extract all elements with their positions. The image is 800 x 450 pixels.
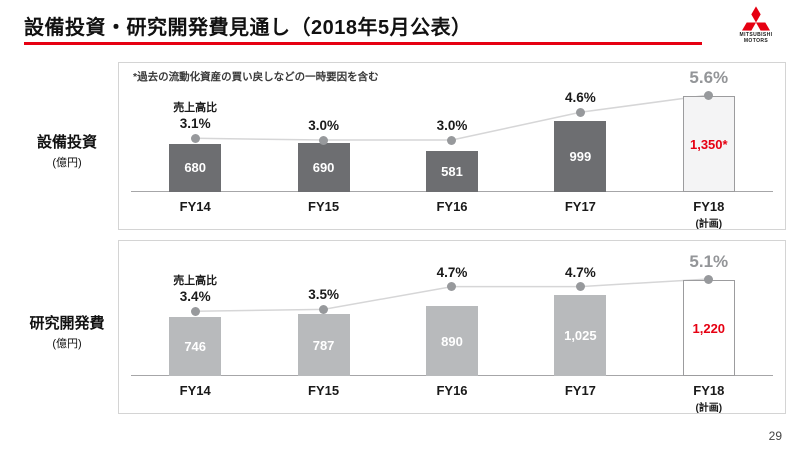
data-point-FY17 [575, 107, 585, 117]
percent-label-FY14: 3.4% [179, 289, 211, 305]
axis-label-FY17: FY17 [564, 383, 596, 398]
bar-FY16: 890 [425, 306, 478, 376]
rd-unit: (億円) [52, 338, 82, 350]
data-point-FY14 [190, 306, 200, 316]
mitsubishi-logo: MITSUBISHI MOTORS [730, 6, 782, 44]
bar-value: 787 [312, 337, 335, 353]
axis-label-FY16: FY16 [436, 199, 468, 214]
bar-value: 999 [569, 149, 592, 164]
data-point-FY16 [447, 282, 457, 292]
axis-label-FY18: FY18 (計画) [693, 383, 725, 414]
bar-FY17: 999 [554, 121, 607, 192]
bar-FY18: 1,220 [682, 280, 735, 376]
footnote: *過去の流動化資産の買い戻しなどの一時要因を含む [133, 71, 379, 83]
bar-value: 1,350* [689, 136, 728, 152]
rd-axis-title: 研究開発費 (億円) [20, 312, 114, 351]
percent-label-FY16: 4.7% [436, 264, 468, 280]
axis-label-FY15: FY15 [308, 199, 340, 214]
capex-axis-title: 設備投資 (億円) [20, 131, 114, 170]
axis-label-FY16: FY16 [436, 383, 468, 398]
capex-title: 設備投資 [36, 134, 97, 151]
chart-column-FY16: 581 3.0% FY16 [388, 68, 516, 224]
bar-FY18: 1,350* [682, 96, 735, 192]
bar-value: 890 [441, 333, 463, 349]
bar-value: 1,025 [564, 328, 597, 344]
capex-chart: 680 3.1% 売上高比 FY14 690 3.0% FY15 581 3.0% FY16 999… [131, 68, 773, 230]
bar-value: 690 [312, 159, 335, 175]
bar-value: 680 [184, 160, 207, 176]
chart-column-FY15: 787 3.5% FY15 [259, 246, 387, 408]
bar-FY14: 746 [169, 317, 222, 376]
capex-unit: (億円) [52, 157, 82, 169]
chart-column-FY18: 1,220 5.1% FY18 (計画) [645, 246, 773, 414]
percent-label-FY14: 3.1% [179, 116, 211, 132]
percent-label-FY17: 4.6% [564, 90, 596, 106]
bar-FY16: 581 [425, 150, 478, 192]
chart-column-FY15: 690 3.0% FY15 [259, 68, 387, 224]
capex-chart-panel: *過去の流動化資産の買い戻しなどの一時要因を含む 680 3.1% 売上高比 FY14… [118, 62, 786, 230]
bar-value: 746 [184, 339, 207, 355]
logo-text-line2: MOTORS [743, 38, 769, 44]
data-point-FY16 [447, 135, 457, 145]
rd-chart-panel: 746 3.4% 売上高比 FY14 787 3.5% FY15 890 4.7% FY16 1,0… [118, 240, 786, 414]
ratio-to-sales-label: 売上高比 [173, 275, 218, 288]
ratio-to-sales-label: 売上高比 [173, 102, 218, 115]
data-point-FY18 [704, 90, 714, 100]
data-point-FY15 [319, 304, 329, 314]
chart-column-FY14: 680 3.1% 売上高比 FY14 [131, 68, 259, 224]
chart-column-FY17: 999 4.6% FY17 [516, 68, 644, 224]
data-point-FY14 [190, 133, 200, 143]
data-point-FY18 [704, 274, 714, 284]
rd-title: 研究開発費 [29, 315, 105, 332]
title-underline [24, 42, 702, 45]
axis-label-FY14: FY14 [179, 199, 211, 214]
axis-label-FY15: FY15 [308, 383, 340, 398]
bar-FY15: 787 [297, 314, 350, 376]
axis-label-FY14: FY14 [179, 383, 211, 398]
three-diamond-icon [742, 6, 770, 31]
bar-FY15: 690 [297, 142, 350, 192]
axis-label-FY17: FY17 [564, 199, 596, 214]
chart-column-FY16: 890 4.7% FY16 [388, 246, 516, 408]
bar-FY17: 1,025 [554, 295, 607, 376]
percent-label-FY17: 4.7% [564, 264, 596, 280]
page-number: 29 [768, 429, 782, 443]
chart-column-FY18: 1,350* 5.6% FY18 (計画) [645, 68, 773, 230]
percent-label-FY15: 3.0% [308, 118, 339, 133]
chart-column-FY14: 746 3.4% 売上高比 FY14 [131, 246, 259, 408]
page-title: 設備投資・研究開発費見通し（2018年5月公表） [24, 17, 472, 39]
bar-value: 1,220 [692, 320, 726, 336]
data-point-FY17 [575, 282, 585, 292]
percent-label-FY16: 3.0% [436, 118, 468, 133]
chart-column-FY17: 1,025 4.7% FY17 [516, 246, 644, 408]
percent-label-FY18: 5.1% [689, 252, 729, 271]
percent-label-FY15: 3.5% [308, 287, 339, 303]
percent-label-FY18: 5.6% [689, 68, 729, 87]
bar-value: 581 [441, 163, 463, 179]
rd-chart: 746 3.4% 売上高比 FY14 787 3.5% FY15 890 4.7% FY16 1,0… [131, 246, 773, 414]
axis-label-FY18: FY18 (計画) [693, 199, 725, 230]
logo-text-line1: MITSUBISHI [739, 32, 773, 38]
bar-FY14: 680 [169, 143, 222, 192]
data-point-FY15 [319, 135, 329, 145]
